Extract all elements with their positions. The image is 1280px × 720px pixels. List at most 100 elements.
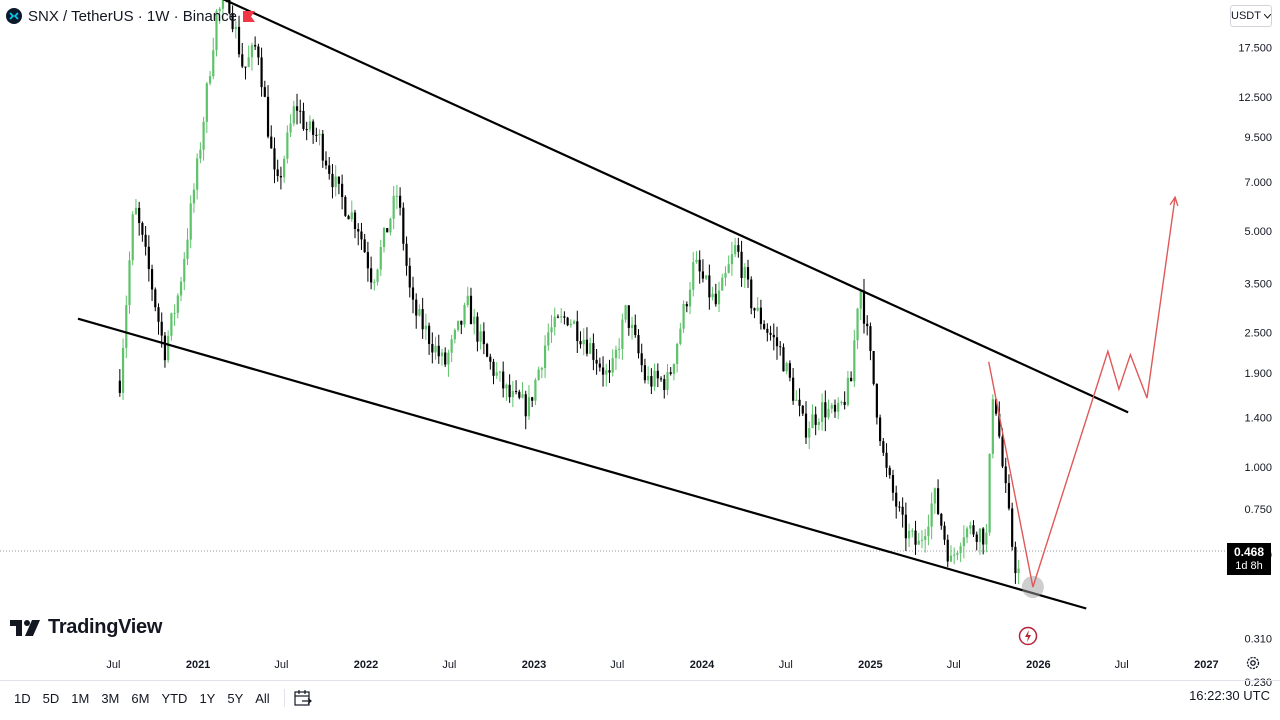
bottom-toolbar: 1D 5D 1M 3M 6M YTD 1Y 5Y All	[0, 680, 1280, 715]
projection-arrowhead	[1169, 195, 1179, 207]
flash-icon[interactable]	[1018, 626, 1038, 646]
range-1y-button[interactable]: 1Y	[199, 690, 216, 706]
candle-body	[788, 363, 791, 378]
candle-body	[456, 320, 460, 330]
candle-body	[882, 441, 885, 453]
range-5y-button[interactable]: 5Y	[227, 690, 244, 706]
currency-label: USDT	[1231, 10, 1261, 22]
tradingview-logo[interactable]: TradingView	[10, 616, 162, 639]
candle-body	[131, 214, 134, 261]
y-tick-label: 1.400	[1244, 413, 1272, 425]
x-tick-label: Jul	[610, 659, 624, 671]
candle-body	[289, 123, 292, 133]
candle-body	[988, 453, 991, 533]
candle-body	[695, 259, 698, 263]
candle-body	[543, 345, 547, 369]
candle-body	[341, 183, 344, 198]
candle-body	[572, 321, 576, 324]
candle-body	[946, 539, 949, 562]
range-all-button[interactable]: All	[255, 690, 270, 706]
candle-body	[621, 319, 624, 349]
trendline-upper-channel[interactable]	[146, 0, 1129, 414]
projection-path[interactable]	[988, 197, 1176, 588]
candle-body	[740, 251, 743, 278]
trendline-lower-channel[interactable]	[77, 317, 1087, 610]
candle-body	[698, 259, 701, 272]
candle-body	[221, 0, 225, 9]
candle-body	[370, 268, 373, 283]
candle-body	[138, 207, 141, 224]
candle-body	[585, 339, 589, 354]
candle-body	[904, 514, 907, 539]
candle-body	[357, 229, 360, 232]
candle-body	[589, 343, 592, 354]
candle-body	[434, 345, 437, 353]
candle-body	[927, 526, 930, 537]
candle-body	[476, 316, 479, 342]
candle-body	[924, 536, 927, 540]
snx-logo-icon	[6, 8, 22, 24]
candle-body	[782, 347, 785, 372]
candle-body	[447, 352, 450, 365]
candle-body	[1004, 466, 1007, 484]
x-tick-label: Jul	[947, 659, 961, 671]
candle-body	[563, 316, 566, 318]
candle-body	[914, 530, 917, 545]
candle-body	[147, 246, 150, 270]
candle-body	[866, 323, 869, 327]
candle-body	[266, 96, 270, 137]
candle-body	[750, 279, 753, 309]
candle-body	[808, 428, 811, 438]
candle-body	[444, 352, 447, 365]
candle-body	[189, 203, 192, 240]
candle-body	[250, 45, 254, 58]
x-axis: Jul 2021 Jul 2022 Jul 2023 Jul 2024 Jul 2025 Jul 20…	[106, 659, 1218, 671]
candle-body	[743, 267, 746, 278]
candle-body	[482, 331, 485, 345]
current-price-badge: 0.468 1d 8h	[1227, 543, 1271, 575]
candle-body	[205, 83, 208, 122]
candle-body	[846, 377, 849, 405]
candle-body	[215, 11, 218, 51]
candle-body	[705, 275, 708, 279]
symbol-title[interactable]: SNX / TetherUS · 1W · Binance	[28, 7, 237, 25]
candle-body	[605, 370, 608, 375]
candle-body	[179, 281, 183, 296]
candle-body	[692, 262, 695, 290]
candle-body	[283, 158, 286, 178]
candle-body	[231, 13, 234, 30]
range-5d-button[interactable]: 5D	[42, 690, 60, 706]
candle-body	[170, 313, 173, 336]
candle-body	[933, 488, 936, 504]
candle-body	[891, 475, 895, 493]
candle-body	[888, 467, 891, 476]
x-tick-label: Jul	[442, 659, 456, 671]
candle-body	[270, 136, 273, 149]
range-ytd-button[interactable]: YTD	[161, 690, 188, 706]
candle-body	[415, 299, 418, 316]
range-6m-button[interactable]: 6M	[131, 690, 150, 706]
calendar-goto-icon[interactable]	[293, 689, 313, 707]
gear-icon[interactable]	[1245, 655, 1261, 671]
candle-body	[901, 506, 904, 515]
candle-body	[869, 326, 872, 351]
range-1m-button[interactable]: 1M	[71, 690, 90, 706]
candle-body	[495, 372, 498, 376]
x-tick-label: Jul	[1115, 659, 1129, 671]
currency-button[interactable]: USDT	[1230, 5, 1272, 27]
candle-body	[830, 404, 833, 409]
candle-body	[121, 347, 125, 393]
candle-body	[953, 554, 956, 556]
utc-clock[interactable]: 16:22:30 UTC	[1189, 688, 1270, 703]
candle-body	[746, 267, 750, 280]
candle-body	[708, 275, 711, 298]
candle-body	[614, 349, 618, 359]
range-3m-button[interactable]: 3M	[101, 690, 120, 706]
candle-body	[766, 328, 769, 333]
candle-body	[885, 452, 888, 468]
flag-icon[interactable]	[242, 10, 255, 22]
candle-body	[431, 343, 434, 353]
range-1d-button[interactable]: 1D	[14, 690, 31, 706]
candle-body	[1017, 568, 1020, 574]
